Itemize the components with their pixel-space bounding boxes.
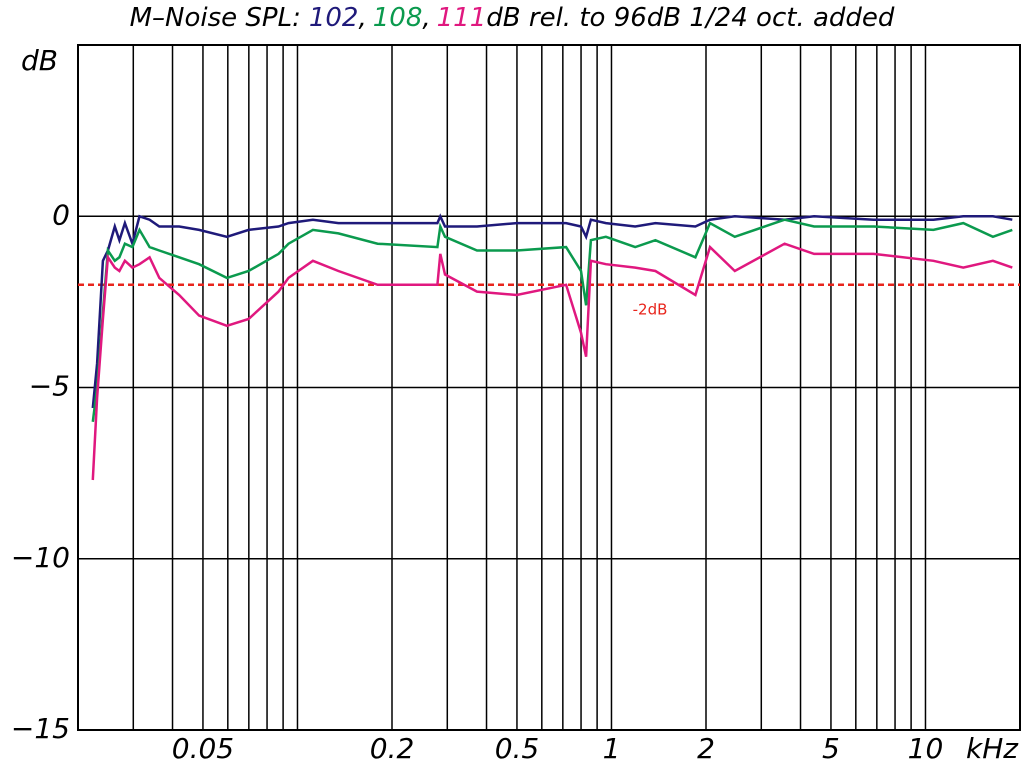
title-separator: , <box>422 3 430 33</box>
plot-frame <box>77 44 1021 731</box>
title-separator: , <box>358 3 366 33</box>
x-tick-label: 0.5 <box>495 732 540 765</box>
y-tick-label: 0 <box>52 198 70 231</box>
y-tick-label: −15 <box>11 712 70 745</box>
title-prefix: M–Noise SPL: <box>130 3 301 33</box>
y-tick-label: −5 <box>29 370 70 403</box>
y-tick-label: −10 <box>11 541 70 574</box>
legend-entry: 108 <box>373 3 423 33</box>
series-line <box>91 242 1013 481</box>
reference-label: -2dB <box>633 300 668 318</box>
series-line <box>91 213 1013 409</box>
series-line <box>91 218 1013 422</box>
y-axis-label: dB <box>21 44 58 77</box>
legend-entry: 111 <box>437 3 487 33</box>
x-tick-label: 0.05 <box>172 732 234 765</box>
x-tick-label: 2 <box>697 732 715 765</box>
chart-title: M–Noise SPL: 102, 108, 111dB rel. to 96dB 1… <box>130 3 895 33</box>
x-unit-label: kHz <box>966 732 1019 765</box>
x-tick-label: 10 <box>908 732 944 765</box>
legend-entry: 102 <box>309 3 359 33</box>
x-tick-label: 1 <box>603 732 621 765</box>
x-tick-label: 5 <box>822 732 840 765</box>
title-suffix: dB rel. to 96dB 1/24 oct. added <box>486 3 895 33</box>
x-tick-label: 0.2 <box>370 732 415 765</box>
